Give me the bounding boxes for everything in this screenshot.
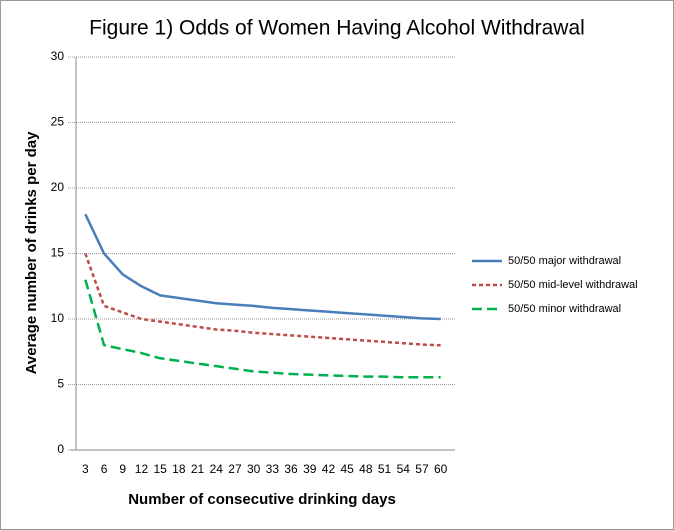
y-tick-label: 25 (51, 115, 65, 129)
x-tick-label: 51 (378, 462, 392, 476)
x-tick-label: 33 (266, 462, 280, 476)
x-tick-label: 18 (172, 462, 186, 476)
x-tick-label: 6 (101, 462, 108, 476)
x-tick-label: 36 (284, 462, 298, 476)
x-tick-label: 9 (119, 462, 126, 476)
x-tick-label: 24 (210, 462, 224, 476)
series-line (84, 279, 441, 379)
x-tick-label: 54 (397, 462, 411, 476)
series-line (84, 253, 441, 347)
x-tick-label: 12 (135, 462, 149, 476)
x-tick-label: 27 (228, 462, 242, 476)
x-tick-label: 3 (82, 462, 89, 476)
y-tick-label: 0 (57, 442, 64, 456)
y-tick-label: 15 (51, 246, 65, 260)
x-tick-label: 30 (247, 462, 261, 476)
legend-label: 50/50 major withdrawal (508, 255, 621, 267)
x-tick-label: 21 (191, 462, 205, 476)
chart-title: Figure 1) Odds of Women Having Alcohol W… (89, 17, 585, 40)
x-tick-label: 42 (322, 462, 336, 476)
legend-label: 50/50 mid-level withdrawal (508, 279, 638, 291)
x-tick-label: 39 (303, 462, 317, 476)
x-tick-label: 60 (434, 462, 448, 476)
x-tick-label: 45 (340, 462, 354, 476)
legend-label: 50/50 minor withdrawal (508, 303, 621, 315)
y-tick-label: 5 (57, 377, 64, 391)
y-tick-label: 30 (51, 49, 65, 63)
x-tick-label: 48 (359, 462, 373, 476)
y-tick-label: 10 (51, 311, 65, 325)
x-tick-label: 15 (153, 462, 167, 476)
y-tick-label: 20 (51, 180, 65, 194)
series-line (84, 213, 441, 321)
y-axis-title: Average number of drinks per day (23, 131, 40, 375)
x-tick-label: 57 (415, 462, 429, 476)
x-axis-title: Number of consecutive drinking days (128, 491, 396, 508)
